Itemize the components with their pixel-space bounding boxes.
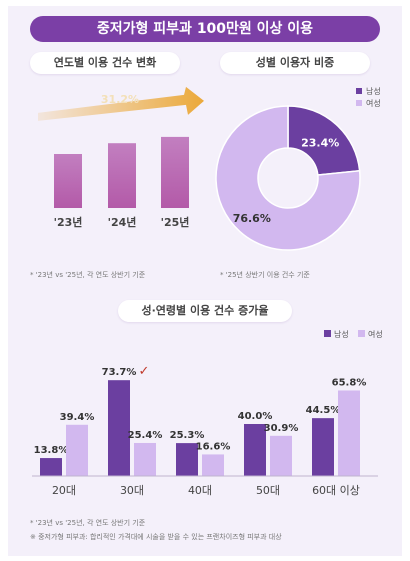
age-tick-label: 30대 <box>120 484 144 497</box>
male-value-label: 13.8% <box>34 445 69 456</box>
year-bar <box>161 136 189 208</box>
age-chart-note: * '23년 vs '25년, 각 연도 상반기 기준 <box>30 519 146 527</box>
male-value-label: 44.5% <box>306 405 341 416</box>
male-bar <box>108 380 130 476</box>
female-value-label: 25.4% <box>128 430 163 441</box>
age-tick-label: 50대 <box>256 484 280 497</box>
yearly-bar-chart: '23년 '24년 '25년 31.2% <box>38 86 204 229</box>
legend-label: 남성 <box>334 330 349 339</box>
male-value-label: 73.7% <box>102 367 137 378</box>
legend-swatch <box>356 88 362 94</box>
legend-swatch <box>356 100 362 106</box>
year-tick-label: '24년 <box>108 215 137 229</box>
infographic-panel: 중저가형 피부과 100만원 이상 이용 연도별 이용 건수 변화 성별 이용자… <box>8 6 402 556</box>
female-bar <box>338 390 360 476</box>
year-bar <box>108 143 136 208</box>
gender-chart-title: 성별 이용자 비중 <box>220 52 370 74</box>
female-value-label: 30.9% <box>264 423 299 434</box>
male-bar <box>176 443 198 476</box>
legend-label: 여성 <box>368 329 383 339</box>
year-tick-label: '25년 <box>161 215 190 229</box>
male-slice-label: 23.4% <box>301 136 339 149</box>
age-chart-title: 성·연령별 이용 건수 증가율 <box>118 300 292 322</box>
legend-label: 남성 <box>366 87 381 96</box>
legend-swatch <box>358 330 365 337</box>
male-bar <box>312 418 334 476</box>
female-bar <box>66 424 88 476</box>
age-chart-footnote: ※ 중저가형 피부과: 합리적인 가격대에 시술을 받을 수 있는 프랜차이즈형… <box>30 533 282 541</box>
gender-chart-note: * '25년 상반기 이용 건수 기준 <box>220 271 310 279</box>
male-value-label: 40.0% <box>238 411 273 422</box>
female-value-label: 65.8% <box>332 377 367 388</box>
legend-swatch <box>324 330 331 337</box>
female-bar <box>134 442 156 476</box>
age-growth-bar-chart: 13.8% 39.4% 20대 73.7% ✓ 25.4% 30대 25.3%16.6% 40대… <box>32 329 383 497</box>
female-bar <box>270 435 292 476</box>
growth-label: 31.2% <box>101 93 139 106</box>
female-value-label: 39.4% <box>60 412 95 423</box>
female-slice-label: 76.6% <box>233 212 271 225</box>
age-tick-label: 40대 <box>188 484 212 497</box>
infographic-title: 중저가형 피부과 100만원 이상 이용 <box>30 16 380 42</box>
legend-label: 여성 <box>366 98 381 108</box>
male-slice <box>287 105 361 176</box>
male-value-label: 25.3% <box>170 430 205 441</box>
male-bar <box>244 424 266 476</box>
female-bar <box>202 454 224 476</box>
highlight-check-icon: ✓ <box>139 364 150 379</box>
female-value-label: 16.6% <box>196 441 231 452</box>
yearly-chart-title: 연도별 이용 건수 변화 <box>30 52 180 74</box>
yearly-chart-note: * '23년 vs '25년, 각 연도 상반기 기준 <box>30 271 146 279</box>
growth-arrow <box>38 86 204 121</box>
female-slice <box>215 105 361 251</box>
year-tick-label: '23년 <box>54 215 83 229</box>
male-bar <box>40 458 62 476</box>
age-tick-label: 20대 <box>52 484 76 497</box>
age-tick-label: 60대 이상 <box>312 484 360 497</box>
year-bar <box>54 154 82 208</box>
